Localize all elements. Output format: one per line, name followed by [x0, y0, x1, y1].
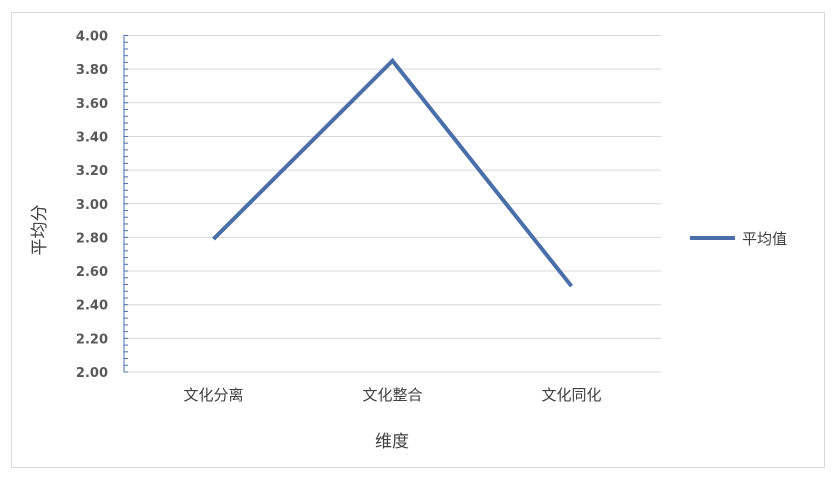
x-tick-label: 文化整合: [362, 386, 422, 404]
y-tick-label: 2.20: [76, 332, 108, 347]
chart-frame: [11, 12, 825, 468]
y-tick-label: 3.60: [76, 97, 108, 112]
y-tick-label: 2.60: [76, 265, 108, 280]
y-tick-label: 3.20: [76, 164, 108, 179]
x-axis-title: 维度: [375, 432, 409, 452]
x-tick-label: 文化同化: [541, 386, 601, 404]
y-tick-label: 3.40: [76, 130, 108, 145]
y-tick-label: 2.40: [76, 299, 108, 314]
y-tick-label: 3.00: [76, 198, 108, 213]
y-tick-label: 2.00: [76, 366, 108, 381]
legend-label: 平均值: [742, 230, 787, 248]
y-tick-label: 4.00: [76, 30, 108, 45]
y-tick-label: 2.80: [76, 231, 108, 246]
series-line: [212, 57, 574, 288]
y-axis-title: 平均分: [30, 205, 50, 256]
x-tick-label: 文化分离: [183, 386, 243, 404]
y-tick-label: 3.80: [76, 63, 108, 78]
